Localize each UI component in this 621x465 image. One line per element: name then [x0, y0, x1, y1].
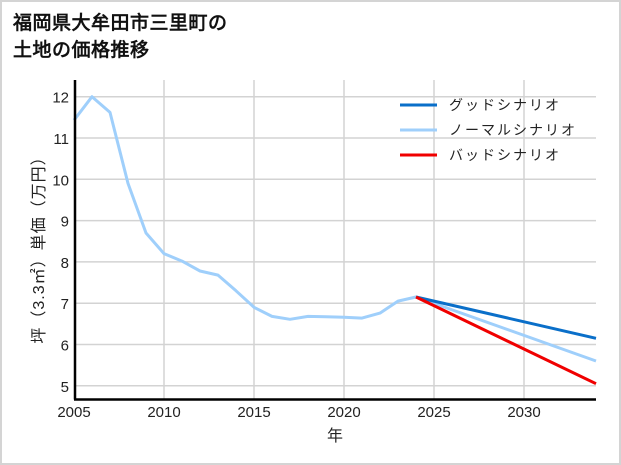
x-tick-labels: 2005 2010 2015 2020 2025 2030 — [57, 404, 540, 421]
x-tick-label: 2005 — [57, 404, 90, 421]
axes — [73, 80, 596, 401]
x-tick-label: 2020 — [327, 404, 360, 421]
series-line-0 — [415, 295, 597, 340]
series-line-1 — [72, 95, 597, 363]
legend-label: グッドシナリオ — [449, 97, 561, 113]
chart-title-line-2: 土地の価格推移 — [13, 39, 150, 61]
y-tick-label: 11 — [53, 131, 69, 148]
y-tick-label: 12 — [52, 90, 69, 107]
y-tick-label: 9 — [61, 214, 69, 231]
legend-label: ノーマルシナリオ — [449, 122, 577, 138]
y-tick-labels: 5 6 7 8 9 10 11 12 — [52, 90, 69, 396]
y-tick-label: 5 — [61, 379, 69, 396]
y-tick-label: 8 — [61, 255, 69, 272]
x-tick-label: 2030 — [507, 404, 540, 421]
y-tick-label: 7 — [61, 296, 69, 313]
y-tick-label: 10 — [52, 172, 69, 189]
chart-title: 福岡県大牟田市三里町の 土地の価格推移 — [13, 10, 228, 64]
legend-label: バッドシナリオ — [449, 147, 561, 163]
chart-title-line-1: 福岡県大牟田市三里町の — [13, 12, 228, 34]
grid-lines — [75, 80, 596, 399]
x-tick-label: 2010 — [147, 404, 180, 421]
y-axis-label: 坪（3.3㎡）単価（万円） — [30, 148, 48, 343]
y-tick-label: 6 — [61, 338, 69, 355]
data-series — [72, 95, 597, 386]
x-tick-label: 2015 — [237, 404, 270, 421]
x-tick-label: 2025 — [417, 404, 450, 421]
x-axis-label: 年 — [327, 427, 343, 445]
series-line-2 — [415, 295, 597, 386]
